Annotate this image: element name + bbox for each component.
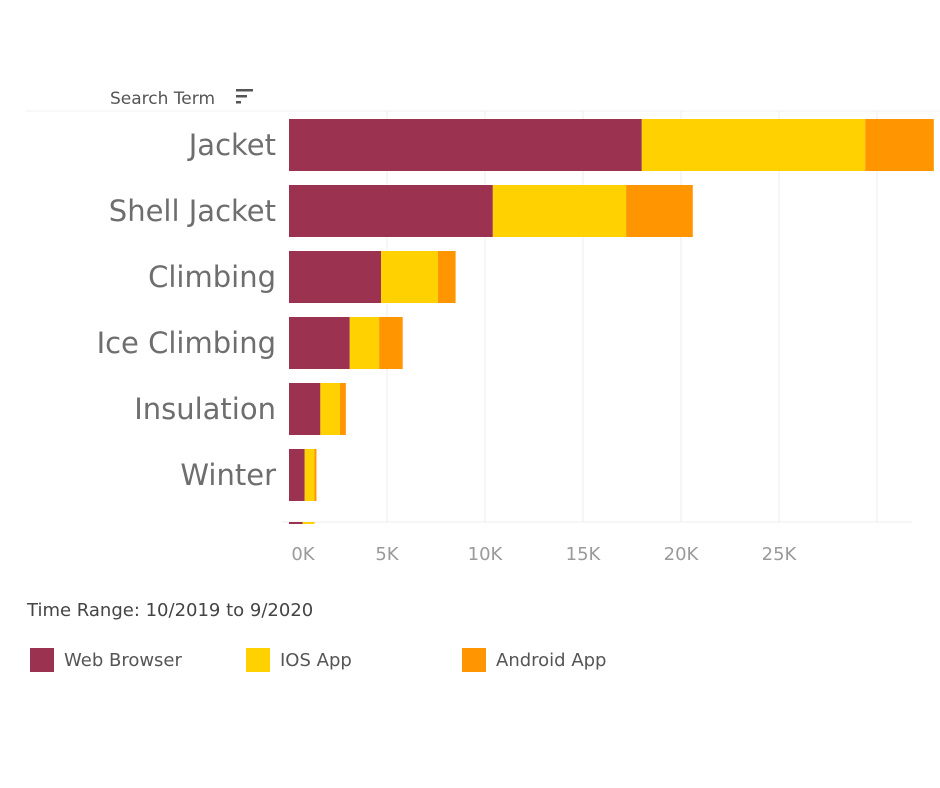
bar-segment-ios-app[interactable]	[302, 522, 315, 528]
bar-segment-ios-app[interactable]	[381, 251, 438, 303]
sort-icon[interactable]	[236, 89, 253, 104]
bar-segment-android-app[interactable]	[865, 119, 934, 171]
x-tick-label: 10K	[468, 544, 504, 565]
x-tick-label: 5K	[375, 544, 399, 565]
bar-segment-android-app[interactable]	[437, 251, 456, 303]
category-label[interactable]: Jacket	[187, 128, 276, 162]
legend: Web Browser IOS App Android App	[30, 646, 910, 676]
bar-segment-ios-app[interactable]	[641, 119, 866, 171]
legend-item-web-browser[interactable]: Web Browser	[30, 646, 182, 674]
bar-segment-web-browser[interactable]	[289, 185, 493, 237]
bar-segment-ios-app[interactable]	[492, 185, 627, 237]
gridlines	[25, 110, 940, 523]
bar-segment-web-browser[interactable]	[289, 119, 642, 171]
category-label[interactable]: Ice Climbing	[97, 326, 276, 360]
legend-item-android-app[interactable]: Android App	[462, 646, 606, 674]
legend-swatch	[30, 648, 54, 672]
category-label[interactable]: Shell Jacket	[109, 194, 276, 228]
bar-segment-ios-app[interactable]	[349, 317, 380, 369]
bar-segment-web-browser[interactable]	[289, 522, 303, 528]
bars	[289, 119, 934, 528]
bar-segment-web-browser[interactable]	[289, 449, 305, 501]
x-tick-label: 20K	[664, 544, 700, 565]
bar-segment-android-app[interactable]	[339, 383, 346, 435]
legend-item-ios-app[interactable]: IOS App	[246, 646, 352, 674]
search-term-header[interactable]: Search Term	[110, 89, 215, 109]
category-label[interactable]: Insulation	[134, 392, 276, 426]
x-tick-label: 25K	[762, 544, 798, 565]
legend-swatch	[246, 648, 270, 672]
bar-segment-android-app[interactable]	[314, 449, 317, 501]
bar-segment-ios-app[interactable]	[320, 383, 340, 435]
category-label[interactable]: Climbing	[148, 260, 276, 294]
bar-segment-web-browser[interactable]	[289, 251, 382, 303]
bar-segment-web-browser[interactable]	[289, 317, 350, 369]
x-tick-label: 15K	[566, 544, 602, 565]
legend-swatch	[462, 648, 486, 672]
bar-segment-android-app[interactable]	[379, 317, 403, 369]
bar-segment-web-browser[interactable]	[289, 383, 321, 435]
stacked-bar-chart: Search Term Jacket Shell Jacket Climbing Ic…	[25, 89, 940, 565]
legend-label: Android App	[496, 649, 607, 671]
bar-segment-android-app[interactable]	[626, 185, 693, 237]
legend-label: IOS App	[280, 649, 352, 671]
legend-label: Web Browser	[64, 649, 182, 671]
category-label[interactable]: Winter	[180, 458, 276, 492]
bar-segment-ios-app[interactable]	[304, 449, 315, 501]
x-axis-ticks: 0K 5K 10K 15K 20K 25K	[291, 544, 797, 565]
category-labels: Jacket Shell Jacket Climbing Ice Climbing In…	[97, 128, 277, 492]
time-range-text: Time Range: 10/2019 to 9/2020	[27, 600, 314, 621]
x-tick-label: 0K	[291, 544, 315, 565]
